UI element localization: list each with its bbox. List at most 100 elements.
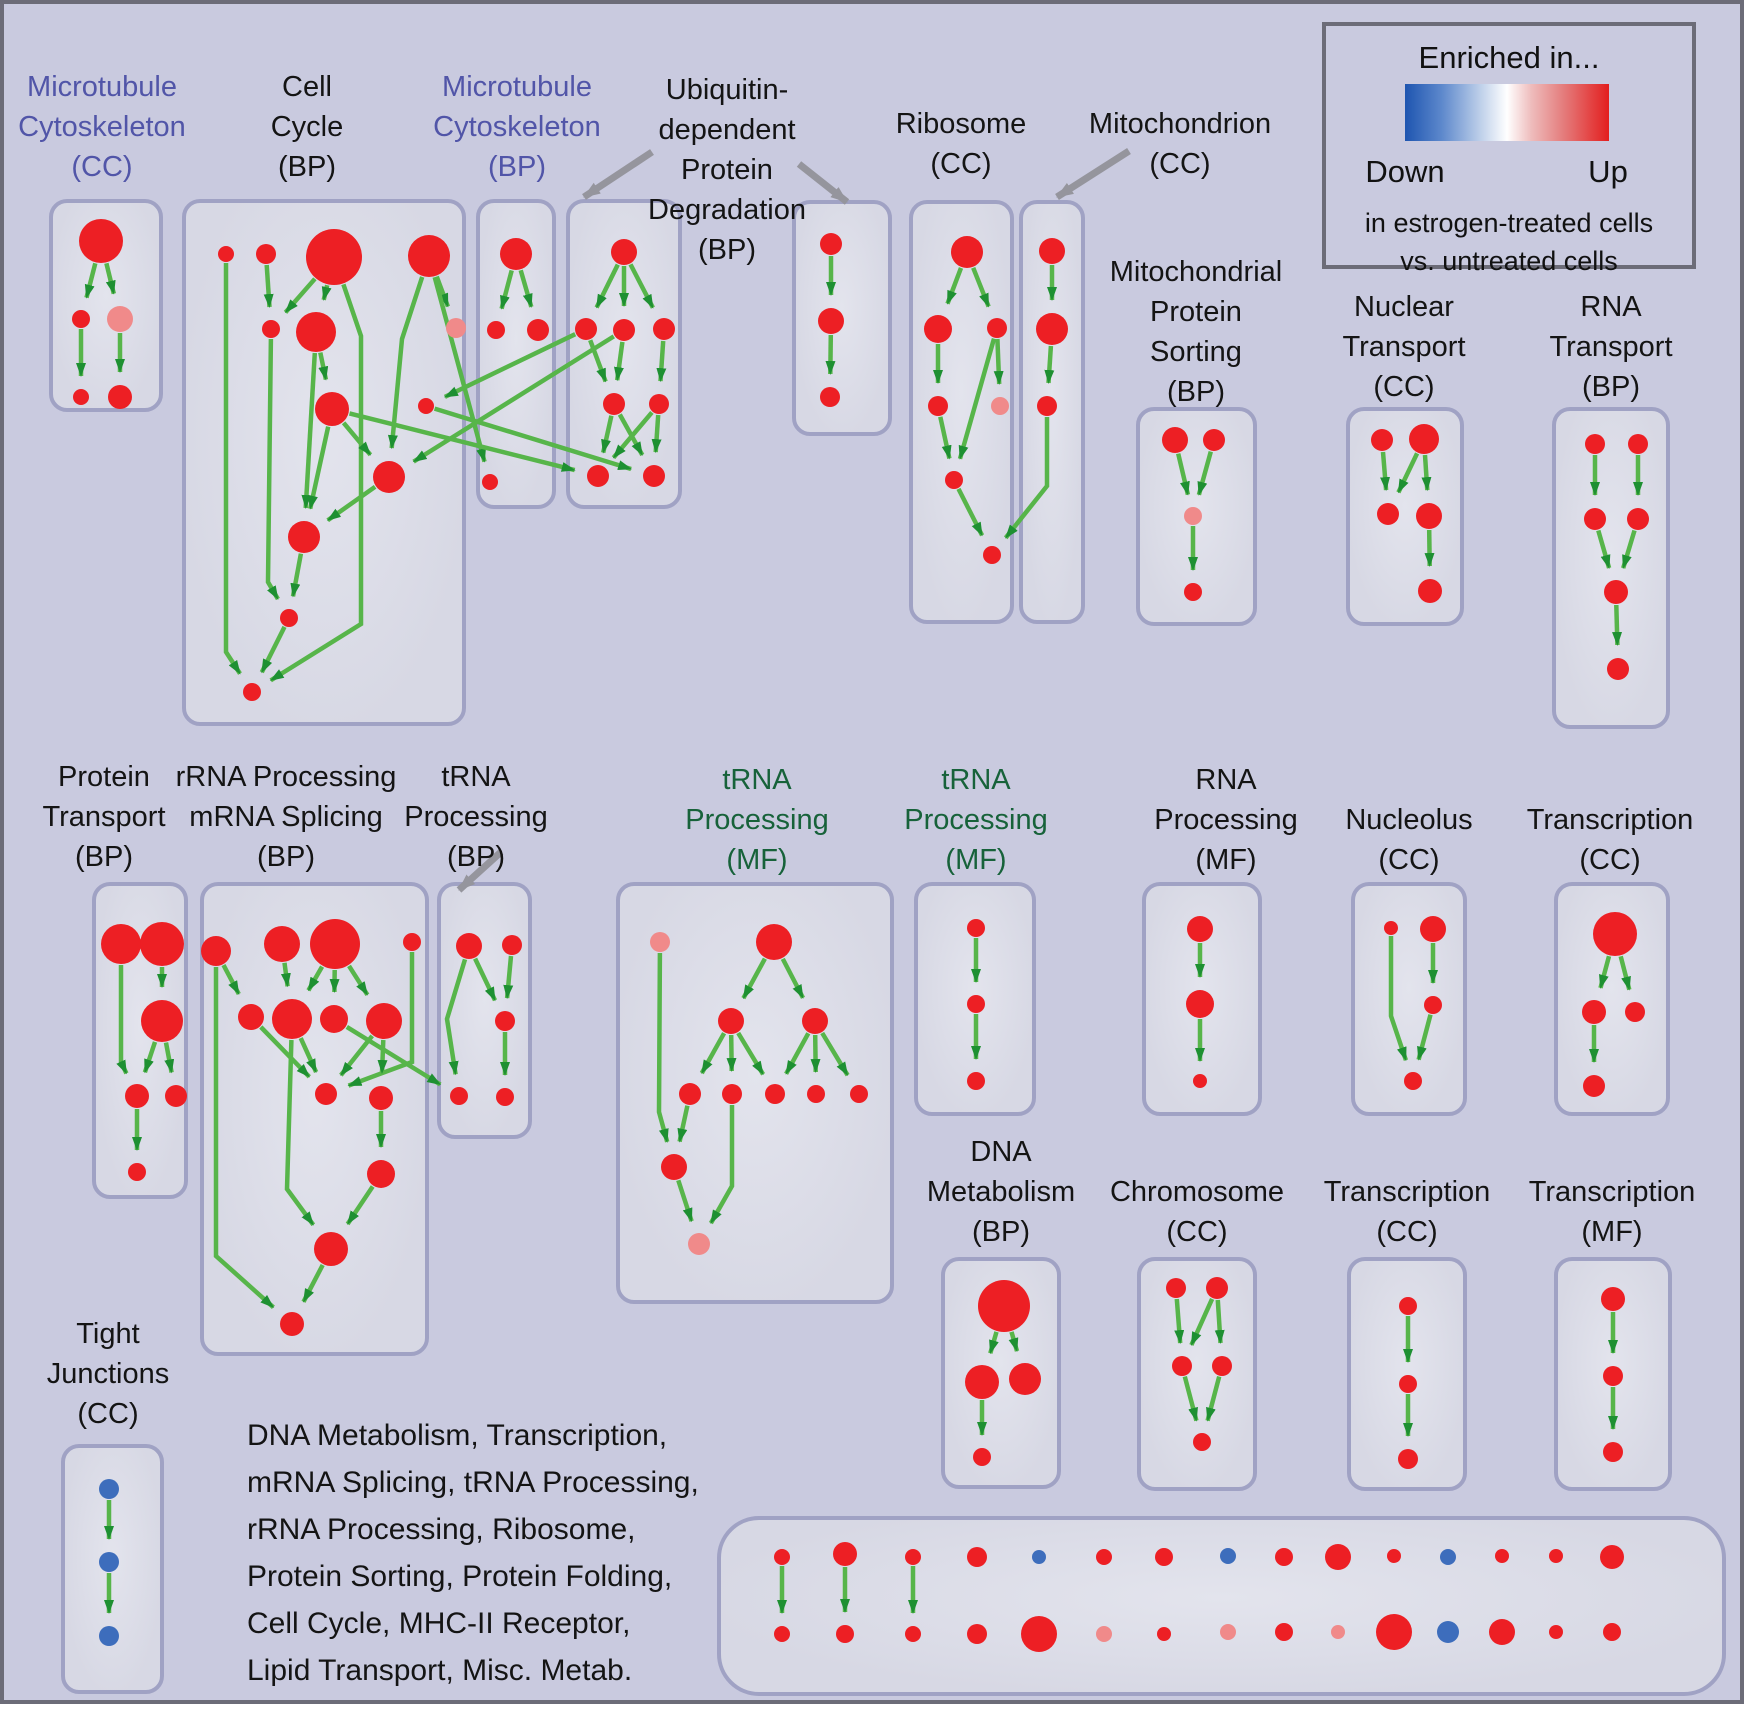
edge-nt1-nt3 xyxy=(1380,451,1391,492)
edge-nt4-nt5 xyxy=(1424,529,1435,567)
chromosome-cc-label: Chromosome (CC) xyxy=(1110,1172,1284,1252)
go-term-node-tb5 xyxy=(496,1088,514,1106)
label-line: (CC) xyxy=(1376,1216,1438,1248)
go-term-node-e3 xyxy=(1172,1356,1192,1376)
label-line: Degradation xyxy=(648,194,806,226)
go-term-node-o2 xyxy=(1036,313,1068,345)
go-term-node-z4 xyxy=(1583,1075,1605,1097)
go-term-node-f2 xyxy=(1399,1375,1417,1393)
go-term-node-y4 xyxy=(1404,1072,1422,1090)
edge-e4-e5 xyxy=(1205,1376,1222,1422)
label-line: (MF) xyxy=(726,844,788,876)
edge-n1-n2 xyxy=(499,269,514,310)
label-line: Ubiquitin- xyxy=(665,74,789,106)
go-term-node-n1 xyxy=(500,238,532,270)
edge-c2-c4 xyxy=(780,957,805,999)
edge-z1-z3 xyxy=(1618,955,1632,991)
tight-junctions-cc-label: Tight Junctions (CC) xyxy=(47,1314,170,1434)
edge-b-e xyxy=(263,264,274,308)
go-term-node-q3 xyxy=(310,919,360,969)
go-term-node-w2 xyxy=(967,995,985,1013)
label-line: Nucleolus xyxy=(1345,804,1473,836)
edge-r6-r7 xyxy=(956,487,985,537)
go-term-node-t xyxy=(611,239,637,265)
edge-q12-q13 xyxy=(301,1263,325,1303)
go-term-node-v3 xyxy=(820,387,840,407)
edge-tb1-tb3 xyxy=(473,957,498,1002)
label-line: Ribosome xyxy=(895,108,1027,140)
go-term-node-p xyxy=(575,318,597,340)
go-term-node-p1 xyxy=(101,924,141,964)
go-term-node-w3 xyxy=(967,1072,985,1090)
edge-c-mm xyxy=(269,283,364,683)
edge-c5-c10 xyxy=(677,1105,690,1143)
edge-o3-r7 xyxy=(1003,417,1050,540)
rna-transport-bp-label: RNA Transport (BP) xyxy=(1549,287,1672,407)
label-line: Protein xyxy=(1150,296,1242,328)
go-term-node-g2 xyxy=(1603,1366,1623,1386)
legend-down-label: Down xyxy=(1365,154,1445,189)
go-term-node-ms4 xyxy=(1184,583,1202,601)
go-term-node-k6b xyxy=(1096,1626,1112,1642)
go-term-node-c5 xyxy=(679,1083,701,1105)
edge-q7-tb4 xyxy=(345,1024,442,1087)
go-term-node-r3 xyxy=(987,318,1007,338)
label-line: (CC) xyxy=(1579,844,1641,876)
go-term-node-m4 xyxy=(73,389,89,405)
edge-q-s1 xyxy=(613,341,625,382)
legend-title: Enriched in... xyxy=(1418,40,1600,75)
go-term-node-m1 xyxy=(79,219,123,263)
go-term-node-tb1 xyxy=(456,933,482,959)
go-term-node-q13 xyxy=(280,1312,304,1336)
nuclear-transport-cc-box xyxy=(1346,407,1464,626)
edge-q-j xyxy=(412,334,615,464)
label-line: Transport xyxy=(42,801,166,833)
edge-k-l xyxy=(290,553,304,598)
label-line: Processing xyxy=(685,804,829,836)
edge-r4-r6 xyxy=(938,416,952,460)
go-term-node-l xyxy=(280,609,298,627)
edge-tb1-tb4 xyxy=(444,958,468,1076)
go-term-node-ms3 xyxy=(1184,507,1202,525)
go-term-node-n4 xyxy=(482,474,498,490)
go-term-node-rt6 xyxy=(1607,658,1629,680)
go-term-node-c8 xyxy=(807,1085,825,1103)
edge-m1-m3 xyxy=(104,262,116,295)
label-line: (MF) xyxy=(1581,1216,1643,1248)
label-line: Tight xyxy=(76,1318,140,1350)
edge-y1-y4 xyxy=(1388,936,1409,1062)
legend-gradient-bar xyxy=(1405,84,1609,141)
edge-s1-u1 xyxy=(601,415,614,454)
label-pointer-arrow xyxy=(456,849,504,893)
go-term-node-o1 xyxy=(1039,238,1065,264)
go-term-node-q5 xyxy=(238,1004,264,1030)
go-term-node-k1b xyxy=(774,1626,790,1642)
edge-q3-q8 xyxy=(347,964,370,997)
edge-c3-c5 xyxy=(699,1032,727,1075)
edge-e3-e5 xyxy=(1182,1376,1199,1422)
go-term-node-e5 xyxy=(1193,1433,1211,1451)
edge-p1-p4 xyxy=(116,965,129,1075)
go-term-node-h2 xyxy=(99,1552,119,1572)
edge-p3-p5 xyxy=(163,1042,175,1074)
go-term-node-c7 xyxy=(765,1084,785,1104)
go-term-node-m3 xyxy=(107,306,133,332)
go-term-node-rt3 xyxy=(1584,508,1606,530)
edge-nt2-nt3 xyxy=(1396,452,1420,494)
edge-d-n4 xyxy=(432,276,487,463)
edge-h-u1 xyxy=(348,411,576,473)
go-term-node-q9 xyxy=(315,1083,337,1105)
go-term-node-q1 xyxy=(201,936,231,966)
go-term-node-z2 xyxy=(1582,1000,1606,1024)
go-term-node-k1t xyxy=(774,1549,790,1565)
edge-q6-q12 xyxy=(284,1039,316,1227)
transcription-mf-label: Transcription (MF) xyxy=(1529,1172,1696,1252)
annotation-line: Protein Sorting, Protein Folding, xyxy=(247,1560,673,1593)
go-term-node-u1 xyxy=(587,465,609,487)
label-line: (CC) xyxy=(1149,148,1211,180)
go-term-node-c3 xyxy=(718,1008,744,1034)
edge-q5-q9 xyxy=(259,1025,311,1079)
go-term-node-e4 xyxy=(1212,1356,1232,1376)
go-term-node-r1 xyxy=(951,236,983,268)
go-term-node-d4 xyxy=(973,1448,991,1466)
